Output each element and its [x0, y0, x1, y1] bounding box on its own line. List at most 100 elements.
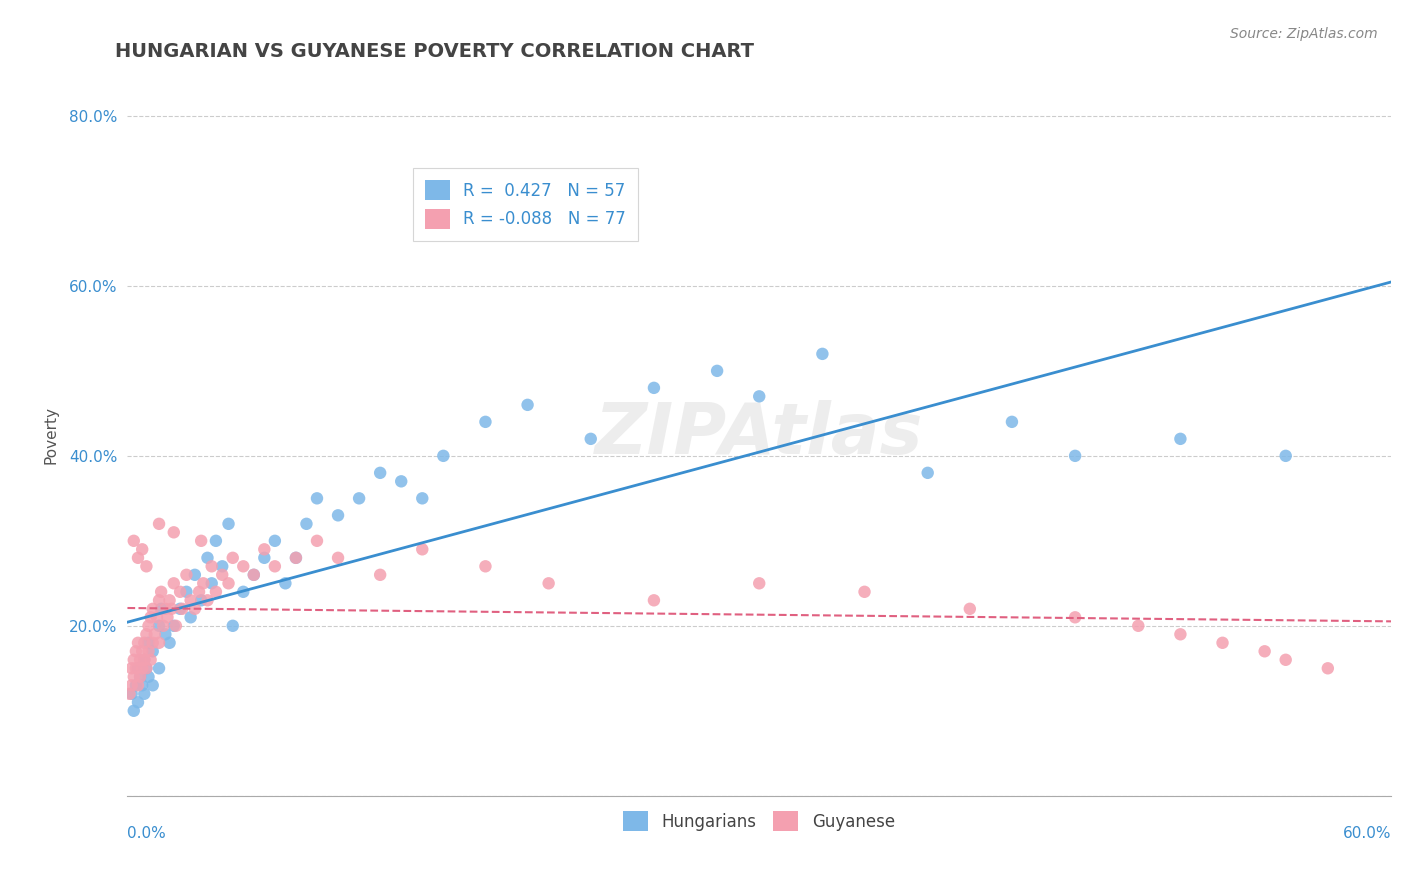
Point	[127, 661, 149, 675]
Point	[148, 593, 170, 607]
Point	[138, 644, 160, 658]
Point	[138, 619, 160, 633]
Point	[139, 610, 162, 624]
Point	[142, 602, 165, 616]
Point	[155, 602, 177, 616]
Point	[121, 661, 143, 675]
Point	[155, 627, 177, 641]
Point	[201, 576, 224, 591]
Point	[188, 584, 211, 599]
Point	[197, 593, 219, 607]
Point	[326, 508, 349, 523]
Point	[134, 636, 156, 650]
Point	[122, 653, 145, 667]
Point	[201, 559, 224, 574]
Point	[232, 559, 254, 574]
Point	[138, 636, 160, 650]
Point	[1274, 653, 1296, 667]
Point	[1316, 661, 1339, 675]
Point	[122, 704, 145, 718]
Point	[134, 687, 156, 701]
Point	[129, 670, 152, 684]
Point	[347, 491, 370, 506]
Point	[148, 636, 170, 650]
Point	[474, 559, 496, 574]
Point	[253, 542, 276, 557]
Y-axis label: Poverty: Poverty	[44, 406, 58, 464]
Point	[131, 542, 153, 557]
Point	[122, 533, 145, 548]
Point	[305, 491, 328, 506]
Point	[243, 567, 266, 582]
Point	[176, 584, 198, 599]
Point	[134, 653, 156, 667]
Point	[143, 627, 166, 641]
Point	[190, 533, 212, 548]
Point	[263, 533, 285, 548]
Point	[284, 550, 307, 565]
Point	[163, 525, 186, 540]
Point	[326, 550, 349, 565]
Point	[184, 602, 207, 616]
Point	[193, 576, 215, 591]
Text: ZIPAtlas: ZIPAtlas	[595, 401, 924, 469]
Point	[184, 567, 207, 582]
Point	[368, 466, 391, 480]
Point	[274, 576, 297, 591]
Point	[121, 678, 143, 692]
Text: Source: ZipAtlas.com: Source: ZipAtlas.com	[1230, 27, 1378, 41]
Point	[218, 516, 240, 531]
Point	[139, 653, 162, 667]
Point	[165, 619, 187, 633]
Point	[305, 533, 328, 548]
Point	[127, 636, 149, 650]
Point	[1253, 644, 1275, 658]
Point	[411, 491, 433, 506]
Point	[169, 602, 191, 616]
Point	[1128, 619, 1150, 633]
Point	[159, 593, 181, 607]
Point	[135, 661, 157, 675]
Point	[389, 475, 412, 489]
Point	[1212, 636, 1234, 650]
Point	[121, 687, 143, 701]
Text: 0.0%: 0.0%	[128, 826, 166, 841]
Point	[1170, 627, 1192, 641]
Point	[148, 661, 170, 675]
Point	[1064, 449, 1087, 463]
Point	[134, 653, 156, 667]
Point	[172, 602, 194, 616]
Point	[152, 619, 174, 633]
Point	[129, 670, 152, 684]
Point	[205, 533, 228, 548]
Point	[748, 576, 770, 591]
Point	[218, 576, 240, 591]
Point	[1170, 432, 1192, 446]
Point	[129, 653, 152, 667]
Text: HUNGARIAN VS GUYANESE POVERTY CORRELATION CHART: HUNGARIAN VS GUYANESE POVERTY CORRELATIO…	[115, 42, 754, 61]
Point	[748, 389, 770, 403]
Point	[706, 364, 728, 378]
Point	[127, 550, 149, 565]
Point	[243, 567, 266, 582]
Point	[127, 678, 149, 692]
Point	[131, 678, 153, 692]
Point	[125, 678, 148, 692]
Point	[122, 670, 145, 684]
Point	[131, 644, 153, 658]
Legend: Hungarians, Guyanese: Hungarians, Guyanese	[617, 805, 901, 838]
Point	[163, 619, 186, 633]
Point	[205, 584, 228, 599]
Point	[811, 347, 834, 361]
Point	[222, 619, 245, 633]
Point	[135, 627, 157, 641]
Point	[138, 670, 160, 684]
Point	[232, 584, 254, 599]
Point	[148, 516, 170, 531]
Point	[643, 381, 665, 395]
Point	[156, 610, 179, 624]
Point	[1064, 610, 1087, 624]
Point	[135, 661, 157, 675]
Point	[432, 449, 454, 463]
Point	[163, 576, 186, 591]
